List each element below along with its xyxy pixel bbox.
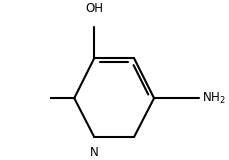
Text: NH$_2$: NH$_2$ bbox=[201, 91, 225, 106]
Text: N: N bbox=[90, 146, 98, 159]
Text: OH: OH bbox=[85, 2, 103, 15]
